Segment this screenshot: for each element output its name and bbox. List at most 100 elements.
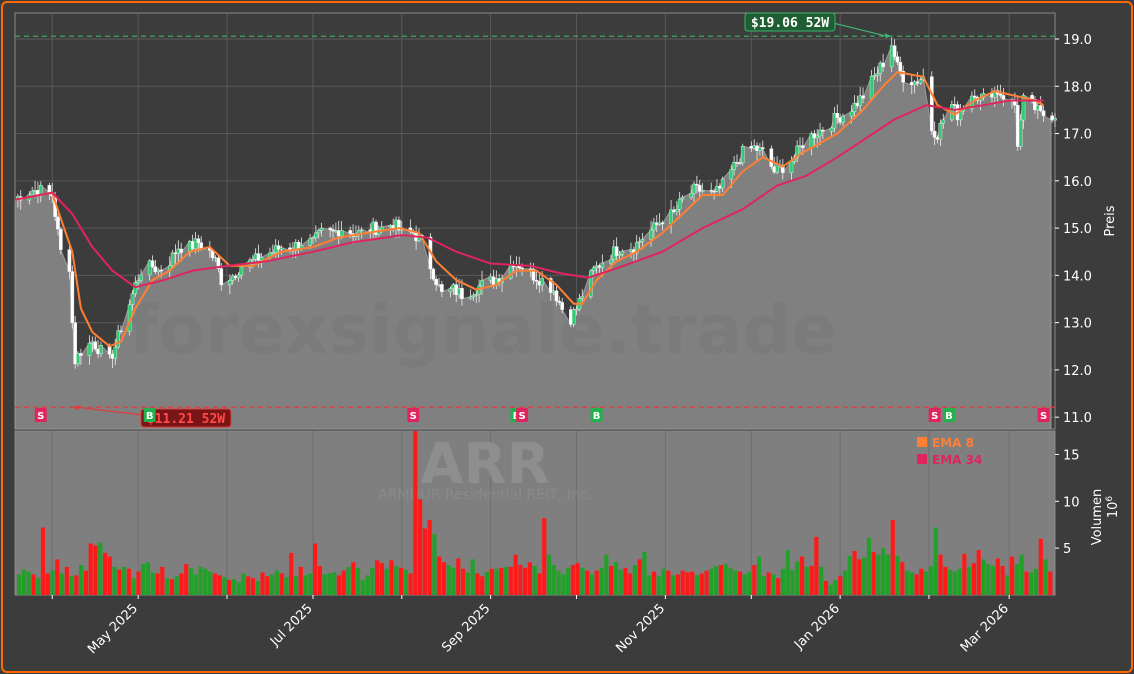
low-52w-label: $11.21 52W xyxy=(147,412,225,427)
candle-body xyxy=(738,162,742,164)
candle xyxy=(216,255,221,273)
volume-bar xyxy=(771,574,776,595)
candle xyxy=(571,307,576,328)
signal-label: S xyxy=(1040,411,1047,422)
volume-bar xyxy=(389,560,394,595)
volume-bar xyxy=(508,566,513,595)
candle-body xyxy=(417,235,421,242)
candle-body xyxy=(560,302,565,310)
candle-body xyxy=(898,61,903,72)
volume-bar xyxy=(418,499,423,595)
volume-bar xyxy=(231,579,237,595)
candle xyxy=(1041,105,1046,122)
volume-tick-label: 5 xyxy=(1063,542,1071,557)
candle xyxy=(715,179,719,193)
volume-bar xyxy=(780,568,786,595)
candle xyxy=(835,104,840,124)
volume-bar xyxy=(427,520,432,595)
volume-bar xyxy=(718,565,723,595)
volume-bar xyxy=(398,567,404,595)
candle xyxy=(697,179,702,198)
volume-bar xyxy=(647,575,652,595)
candle-body xyxy=(640,238,645,242)
candle-body xyxy=(1018,119,1023,147)
volume-bar xyxy=(31,574,36,595)
volume-bar xyxy=(422,528,427,595)
candle-body xyxy=(116,330,120,348)
candle-body xyxy=(531,268,536,281)
price-tick-label: 12.0 xyxy=(1063,364,1092,379)
candle xyxy=(738,158,742,166)
volume-bar xyxy=(351,562,356,595)
candle xyxy=(1001,87,1006,107)
candle xyxy=(901,65,905,92)
candle xyxy=(852,95,857,120)
candle xyxy=(872,66,877,81)
volume-bar xyxy=(107,556,112,595)
candle-body xyxy=(99,344,103,355)
candle-body xyxy=(1001,95,1006,100)
candle xyxy=(56,210,60,236)
volume-bar xyxy=(924,571,929,595)
candle-body xyxy=(1021,95,1026,121)
x-tick-label: Jan 2026 xyxy=(791,601,843,653)
candle-body xyxy=(147,260,152,276)
candle xyxy=(918,77,923,85)
candle-body xyxy=(471,294,476,298)
candle-body xyxy=(216,257,221,269)
volume-bar xyxy=(900,562,905,595)
candle-body xyxy=(1041,110,1046,116)
volume-bar xyxy=(809,565,814,595)
watermark-text: forexsignale.trade xyxy=(129,291,838,370)
price-tick-label: 19.0 xyxy=(1063,33,1092,48)
candle xyxy=(59,226,63,255)
volume-bar xyxy=(656,576,661,595)
candle-body xyxy=(276,245,281,250)
candle-body xyxy=(76,353,80,365)
candle-body xyxy=(219,268,224,286)
volume-bar xyxy=(131,578,136,595)
candle xyxy=(652,217,656,239)
candle-body xyxy=(689,192,693,198)
candle-body xyxy=(918,79,923,84)
candle-body xyxy=(59,228,63,250)
volume-bar xyxy=(83,570,89,595)
volume-bar xyxy=(298,566,303,595)
volume-bar xyxy=(795,561,800,595)
volume-bar xyxy=(704,570,709,595)
candle-body xyxy=(328,227,332,230)
volume-bar xyxy=(986,564,991,595)
candle xyxy=(998,84,1003,98)
candle xyxy=(861,87,865,104)
volume-bar xyxy=(613,562,618,595)
candle-body xyxy=(832,113,837,129)
candle-body xyxy=(938,123,943,140)
candle-body xyxy=(236,274,241,278)
candle-body xyxy=(815,135,820,139)
volume-bar xyxy=(355,567,361,595)
volume-bar xyxy=(1043,559,1048,595)
signal-marker-s: S xyxy=(928,408,941,422)
candle-body xyxy=(692,183,696,194)
volume-bar xyxy=(752,565,757,595)
candle-body xyxy=(93,341,98,350)
candle-body xyxy=(230,275,235,281)
candle-body xyxy=(574,308,579,311)
volume-bar xyxy=(336,575,342,595)
candle xyxy=(259,252,264,269)
volume-bar xyxy=(102,552,108,595)
candle-body xyxy=(818,129,822,137)
candle xyxy=(434,275,438,291)
candle-body xyxy=(548,278,553,293)
volume-bar xyxy=(69,576,74,595)
volume-bar xyxy=(279,573,284,595)
candle-body xyxy=(434,279,438,285)
candle xyxy=(614,237,619,262)
volume-bar xyxy=(17,574,22,595)
volume-bar xyxy=(962,553,967,595)
candle xyxy=(314,225,318,242)
volume-bar xyxy=(184,564,189,595)
candle xyxy=(554,285,559,307)
volume-bar xyxy=(766,572,771,595)
signal-box xyxy=(928,408,941,422)
